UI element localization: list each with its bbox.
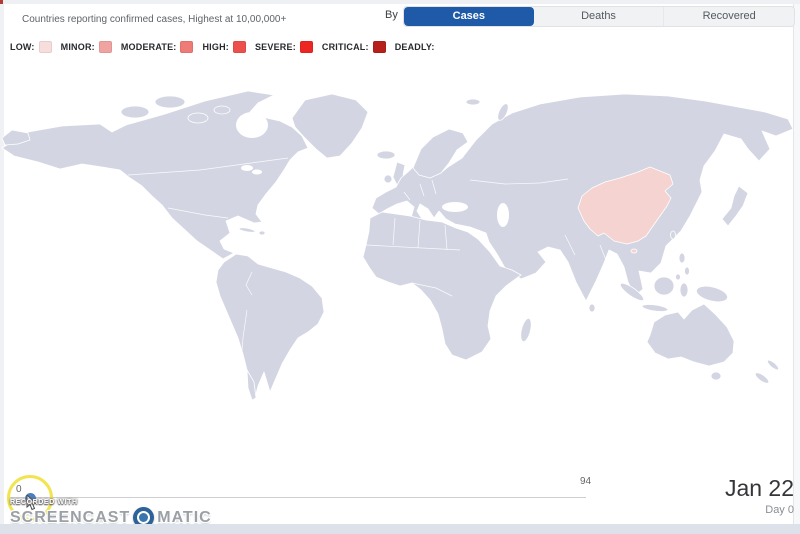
legend-item-moderate: MODERATE:	[121, 41, 194, 53]
legend-label: SEVERE:	[254, 42, 296, 52]
legend-item-severe: SEVERE:	[255, 41, 313, 53]
legend-item-minor: MINOR:	[61, 41, 112, 53]
country-shape	[120, 105, 150, 119]
severity-legend: LOW: MINOR: MODERATE: HIGH: SEVERE: CRIT…	[10, 41, 461, 53]
country-shape	[412, 128, 469, 179]
timeline-date-block: Jan 22 Day 0	[725, 474, 794, 516]
tab-recovered[interactable]: Recovered	[663, 7, 794, 26]
top-edge-strip	[0, 0, 800, 4]
country-shape	[291, 93, 369, 159]
tab-cases[interactable]: Cases	[404, 7, 534, 26]
page-title: Countries reporting confirmed cases, Hig…	[22, 14, 287, 25]
timeline-slider-track[interactable]	[10, 497, 586, 498]
country-shape	[1, 90, 309, 260]
legend-item-critical: CRITICAL:	[322, 41, 386, 53]
country-shape	[187, 112, 209, 124]
country-shape	[213, 105, 231, 115]
recorded-with-label: RECORDED WITH	[10, 499, 78, 506]
record-indicator	[0, 0, 3, 4]
timeline-max-value: 94	[580, 476, 592, 487]
country-shape	[465, 98, 481, 106]
country-china-highlight	[577, 166, 674, 254]
legend-label: MODERATE:	[120, 42, 177, 52]
country-shape	[619, 282, 645, 302]
legend-item-low: LOW:	[10, 41, 52, 53]
world-choropleth-map[interactable]	[0, 80, 795, 475]
legend-item-deadly: DEADLY:	[395, 41, 452, 53]
legend-label: HIGH:	[202, 42, 229, 52]
map-country-borders	[127, 157, 607, 363]
country-shape	[678, 252, 686, 264]
legend-swatch	[299, 41, 313, 53]
country-shape	[154, 95, 186, 109]
legend-swatch	[98, 41, 112, 53]
country-shape	[684, 266, 690, 276]
legend-label: MINOR:	[60, 42, 95, 52]
country-shape	[246, 369, 257, 401]
legend-swatch	[372, 41, 386, 53]
legend-swatch	[38, 41, 52, 53]
country-shape	[215, 253, 325, 411]
mouse-cursor-icon	[26, 493, 38, 516]
timeline-day-counter: Day 0	[765, 504, 794, 516]
legend-label: CRITICAL:	[321, 42, 369, 52]
country-shape	[258, 230, 266, 236]
by-label: By	[385, 9, 398, 21]
country-shape	[497, 103, 509, 121]
legend-swatch	[180, 41, 194, 53]
right-edge-gutter	[793, 4, 800, 524]
country-shape	[630, 248, 638, 254]
country-shape	[1, 129, 31, 146]
cursor-highlight-ring	[7, 475, 53, 521]
country-shape	[362, 211, 522, 361]
country-shape	[238, 227, 256, 233]
watermark-brand-left: SCREENCAST	[10, 508, 131, 526]
country-shape	[754, 372, 770, 384]
tab-deaths[interactable]: Deaths	[581, 10, 616, 22]
country-shape	[641, 304, 669, 312]
left-edge-strip	[0, 4, 4, 524]
country-shape	[695, 285, 729, 303]
screencast-watermark: RECORDED WITH SCREENCAST MATIC	[10, 499, 212, 528]
watermark-brand-right: MATIC	[157, 508, 212, 526]
country-shape	[520, 317, 532, 343]
country-shape	[646, 303, 735, 367]
country-shape	[577, 166, 674, 245]
legend-item-high: HIGH:	[202, 41, 246, 53]
country-shape	[383, 174, 393, 184]
legend-label: LOW:	[10, 42, 35, 52]
timeline-date: Jan 22	[724, 475, 794, 501]
country-shape	[710, 371, 722, 381]
country-shape	[675, 273, 681, 281]
country-shape	[679, 282, 689, 298]
country-shape	[588, 303, 596, 313]
map-water-bodies	[236, 112, 509, 227]
country-shape	[670, 230, 676, 240]
metric-tab-bar: Cases Deaths Recovered	[403, 6, 795, 27]
legend-swatch	[232, 41, 246, 53]
legend-label: DEADLY:	[394, 42, 435, 52]
map-landmasses	[1, 90, 794, 411]
bottom-edge-strip	[0, 524, 800, 534]
country-shape	[376, 150, 396, 160]
country-shape	[721, 185, 749, 227]
country-shape	[653, 276, 675, 296]
country-shape	[767, 359, 779, 371]
